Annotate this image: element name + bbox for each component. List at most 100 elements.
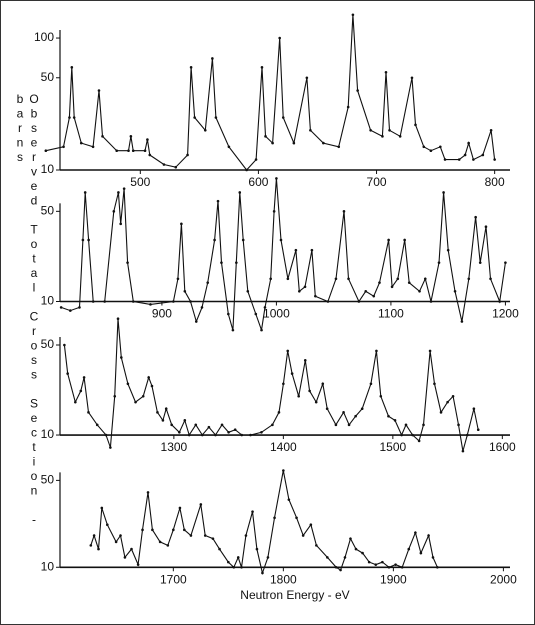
data-point — [117, 191, 120, 194]
data-point — [369, 128, 372, 132]
data-point — [261, 571, 264, 575]
data-point — [82, 376, 86, 379]
data-point — [467, 277, 471, 281]
data-point — [407, 281, 411, 284]
data-point — [314, 294, 317, 298]
data-point — [166, 544, 170, 547]
data-point — [266, 556, 270, 559]
data-point — [79, 141, 83, 145]
data-point — [478, 261, 482, 264]
data-point — [59, 306, 63, 309]
data-point — [314, 400, 318, 404]
data-point — [354, 414, 357, 418]
data-point — [260, 328, 263, 332]
data-point — [277, 411, 281, 414]
data-point — [227, 145, 231, 149]
data-point — [91, 145, 95, 149]
data-point — [411, 433, 414, 437]
data-point — [298, 289, 301, 293]
data-point — [422, 423, 425, 427]
x-tick-label: 1800 — [270, 572, 297, 586]
data-point — [194, 423, 198, 427]
data-point — [407, 547, 411, 551]
data-point — [189, 534, 193, 537]
data-point — [249, 433, 252, 437]
data-point — [189, 66, 193, 69]
data-point — [423, 277, 427, 281]
data-point — [246, 289, 250, 293]
y-tick-label: 10 — [41, 559, 55, 573]
data-point — [310, 248, 314, 252]
x-tick-label: 500 — [130, 175, 150, 189]
data-point — [309, 128, 312, 132]
data-point — [281, 116, 285, 119]
data-point — [394, 563, 397, 566]
data-point — [343, 556, 347, 559]
data-point — [457, 423, 460, 427]
data-line — [45, 14, 496, 171]
x-tick-label: 900 — [152, 307, 172, 321]
data-point — [278, 36, 281, 40]
data-point — [112, 210, 116, 213]
data-point — [339, 568, 342, 572]
data-point — [292, 141, 296, 145]
data-point — [69, 309, 72, 312]
data-point — [419, 551, 423, 555]
data-point — [183, 289, 187, 293]
data-point — [286, 277, 290, 281]
x-tick-label: 600 — [248, 175, 268, 189]
data-point — [119, 534, 122, 537]
data-point — [404, 423, 408, 427]
data-point — [403, 238, 406, 242]
data-point — [384, 71, 388, 74]
data-point — [119, 222, 122, 226]
data-point — [211, 57, 214, 60]
data-point — [164, 407, 168, 411]
data-point — [347, 423, 351, 427]
data-point — [418, 289, 421, 293]
data-point — [367, 560, 371, 564]
data-point — [91, 300, 95, 303]
data-point — [206, 281, 210, 284]
data-point — [342, 210, 346, 213]
data-point — [374, 563, 378, 566]
data-line — [63, 318, 479, 452]
data-point — [463, 153, 467, 157]
data-point — [400, 565, 404, 569]
data-point — [396, 277, 400, 281]
data-point — [131, 300, 135, 303]
data-point — [74, 400, 77, 404]
data-point — [241, 238, 245, 242]
data-point — [325, 407, 329, 411]
data-point — [115, 149, 118, 153]
data-point — [70, 66, 74, 69]
data-point — [390, 285, 394, 289]
data-point — [87, 411, 90, 414]
data-point — [227, 312, 230, 316]
data-point — [245, 168, 248, 172]
data-point — [472, 158, 475, 161]
data-point — [433, 382, 436, 386]
data-point — [214, 433, 217, 437]
data-point — [453, 289, 457, 293]
data-point — [244, 534, 248, 537]
data-point — [287, 498, 291, 501]
data-point — [326, 300, 330, 303]
data-point — [439, 145, 442, 149]
data-point — [347, 277, 350, 281]
data-point — [504, 261, 507, 264]
data-point — [275, 177, 278, 180]
data-point — [349, 537, 352, 540]
data-point — [446, 248, 450, 252]
data-point — [89, 544, 93, 547]
x-tick-label: 1400 — [270, 440, 297, 454]
data-point — [255, 547, 259, 551]
data-point — [143, 149, 147, 153]
data-point — [465, 433, 469, 437]
y-tick-label: 100 — [34, 30, 54, 44]
data-point — [364, 289, 368, 293]
data-point — [126, 261, 129, 264]
data-point — [172, 300, 175, 303]
data-point — [301, 534, 305, 537]
